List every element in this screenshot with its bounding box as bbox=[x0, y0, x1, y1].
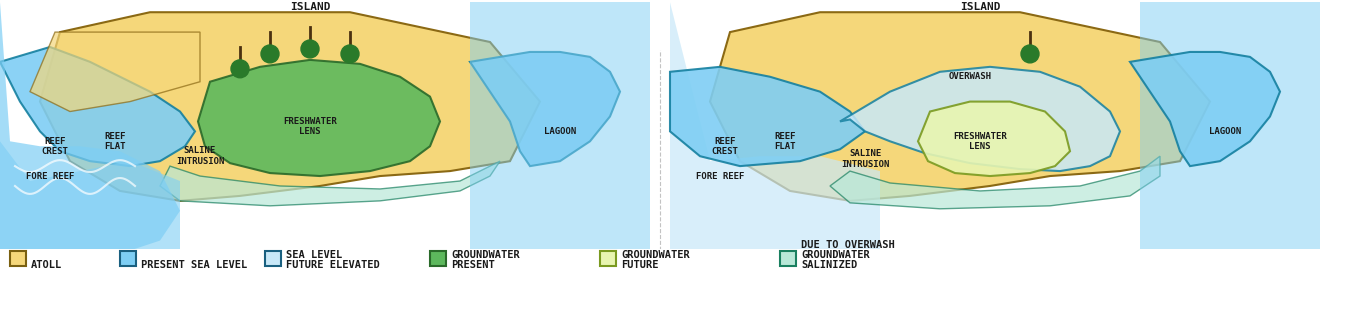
Polygon shape bbox=[670, 67, 865, 166]
Text: ISLAND: ISLAND bbox=[960, 2, 1000, 12]
Text: DUE TO OVERWASH: DUE TO OVERWASH bbox=[801, 239, 895, 249]
Text: PRESENT SEA LEVEL: PRESENT SEA LEVEL bbox=[140, 277, 247, 287]
Text: GROUNDWATER: GROUNDWATER bbox=[801, 266, 869, 276]
Polygon shape bbox=[1139, 2, 1320, 260]
Polygon shape bbox=[830, 156, 1160, 209]
Polygon shape bbox=[30, 32, 200, 111]
Text: ATOLL: ATOLL bbox=[31, 260, 62, 270]
Text: SALINIZED: SALINIZED bbox=[801, 277, 857, 287]
Text: REEF
FLAT: REEF FLAT bbox=[104, 132, 126, 151]
FancyBboxPatch shape bbox=[780, 250, 796, 266]
Text: LAGOON: LAGOON bbox=[1208, 127, 1241, 136]
Text: GROUNDWATER: GROUNDWATER bbox=[621, 266, 690, 276]
FancyBboxPatch shape bbox=[0, 248, 1350, 321]
Text: OVERWASH: OVERWASH bbox=[949, 72, 991, 81]
Polygon shape bbox=[40, 12, 540, 201]
FancyBboxPatch shape bbox=[9, 250, 26, 266]
Text: SEA LEVEL: SEA LEVEL bbox=[286, 250, 343, 260]
Text: PRESENT: PRESENT bbox=[451, 277, 494, 287]
Text: PRESENT: PRESENT bbox=[451, 260, 494, 270]
Text: GROUNDWATER: GROUNDWATER bbox=[451, 266, 520, 276]
Text: REEF
CREST: REEF CREST bbox=[42, 136, 69, 156]
Text: GROUNDWATER: GROUNDWATER bbox=[451, 250, 520, 260]
Text: ATOLL: ATOLL bbox=[31, 277, 62, 287]
Polygon shape bbox=[470, 2, 649, 260]
Polygon shape bbox=[0, 2, 180, 260]
Text: FUTURE: FUTURE bbox=[621, 260, 659, 270]
Polygon shape bbox=[918, 101, 1071, 176]
FancyBboxPatch shape bbox=[780, 265, 796, 281]
Circle shape bbox=[342, 45, 359, 63]
Text: REEF
CREST: REEF CREST bbox=[711, 136, 738, 156]
Polygon shape bbox=[198, 60, 440, 176]
Polygon shape bbox=[840, 67, 1120, 171]
Circle shape bbox=[1021, 45, 1040, 63]
Text: FORE REEF: FORE REEF bbox=[695, 171, 744, 180]
FancyBboxPatch shape bbox=[120, 265, 136, 281]
Text: ISLAND: ISLAND bbox=[290, 2, 331, 12]
Polygon shape bbox=[0, 141, 180, 260]
FancyBboxPatch shape bbox=[431, 265, 446, 281]
FancyBboxPatch shape bbox=[599, 250, 616, 266]
Text: GROUNDWATER: GROUNDWATER bbox=[801, 250, 869, 260]
Circle shape bbox=[301, 40, 319, 58]
Circle shape bbox=[231, 60, 248, 78]
Text: GROUNDWATER: GROUNDWATER bbox=[621, 250, 690, 260]
Text: SEA LEVEL: SEA LEVEL bbox=[286, 266, 343, 276]
Text: FUTURE ELEVATED: FUTURE ELEVATED bbox=[286, 260, 379, 270]
FancyBboxPatch shape bbox=[265, 265, 281, 281]
Text: FRESHWATER
LENS: FRESHWATER LENS bbox=[284, 117, 338, 136]
Polygon shape bbox=[710, 12, 1210, 201]
Polygon shape bbox=[0, 47, 194, 166]
FancyBboxPatch shape bbox=[9, 265, 26, 281]
Polygon shape bbox=[670, 2, 880, 260]
Text: FUTURE ELEVATED: FUTURE ELEVATED bbox=[286, 277, 379, 287]
Circle shape bbox=[261, 45, 279, 63]
Polygon shape bbox=[1130, 52, 1280, 166]
Text: SALINIZED: SALINIZED bbox=[801, 260, 857, 270]
Text: FRESHWATER
LENS: FRESHWATER LENS bbox=[953, 132, 1007, 151]
FancyBboxPatch shape bbox=[120, 250, 136, 266]
Text: SALINE
INTRUSION: SALINE INTRUSION bbox=[841, 150, 890, 169]
Text: FORE REEF: FORE REEF bbox=[26, 171, 74, 180]
FancyBboxPatch shape bbox=[431, 250, 446, 266]
Text: FUTURE: FUTURE bbox=[621, 277, 659, 287]
Text: DUE TO OVERWASH: DUE TO OVERWASH bbox=[801, 256, 895, 265]
Text: PRESENT SEA LEVEL: PRESENT SEA LEVEL bbox=[140, 260, 247, 270]
FancyBboxPatch shape bbox=[265, 250, 281, 266]
Text: REEF
FLAT: REEF FLAT bbox=[775, 132, 795, 151]
FancyBboxPatch shape bbox=[599, 265, 616, 281]
Text: SALINE
INTRUSION: SALINE INTRUSION bbox=[176, 146, 224, 166]
Polygon shape bbox=[470, 52, 620, 166]
Polygon shape bbox=[161, 161, 500, 206]
Text: LAGOON: LAGOON bbox=[544, 127, 576, 136]
